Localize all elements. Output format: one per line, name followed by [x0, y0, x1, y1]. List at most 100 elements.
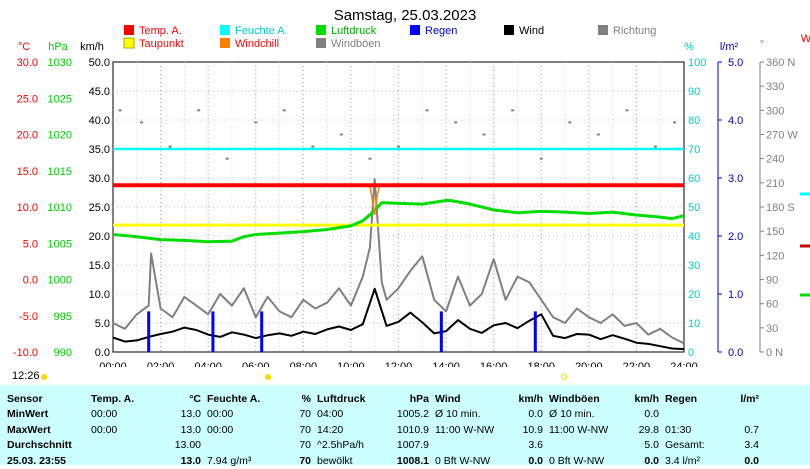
header-cell: Wind — [435, 392, 461, 405]
table-cell: 3.4 l/m² — [665, 454, 701, 467]
legend-swatch — [598, 25, 608, 35]
tick-label-pressure: 1015 — [48, 166, 72, 178]
tick-label-temp: 0.0 — [23, 275, 38, 287]
direction-point — [454, 121, 458, 124]
table-header-row: Sensor Temp. A. °C Feuchte A. % Luftdruc… — [4, 391, 762, 407]
tick-label-direction: 60 — [766, 299, 778, 311]
table-cell: 10.9 — [522, 423, 543, 436]
chart-title: Samstag, 25.03.2023 — [334, 7, 477, 24]
header-cell: Sensor — [7, 392, 43, 405]
tick-label-humidity: 10 — [688, 318, 700, 330]
series-windchill — [369, 185, 381, 216]
table-cell: 7.94 g/m³ — [207, 454, 252, 467]
axis-unit-direction: ° — [760, 39, 764, 51]
legend-swatch — [220, 25, 230, 35]
tick-label-wind: 25.0 — [89, 202, 110, 214]
legend-swatch — [220, 38, 230, 48]
table-cell — [88, 438, 158, 454]
legend-label: Richtung — [613, 25, 656, 37]
tick-label-temp: 10.0 — [17, 202, 38, 214]
table-cell: 0.0 — [528, 454, 543, 467]
direction-point — [482, 133, 486, 136]
table-cell: 0.0 — [644, 454, 659, 467]
table-cell: 3.4 — [744, 439, 759, 452]
table-cell: 3.6 — [528, 439, 543, 452]
table-cell — [662, 407, 718, 423]
direction-point — [568, 121, 572, 124]
legend-label: Luftdruck — [331, 25, 377, 37]
table-cell: 0.0 — [528, 408, 543, 421]
table-cell: bewölkt — [317, 454, 353, 467]
direction-point — [397, 145, 400, 148]
table-cell: 0 Bft W-NW — [435, 454, 491, 467]
tick-label-temp: -5.0 — [19, 311, 38, 323]
direction-point — [118, 109, 122, 112]
rain-bar — [439, 311, 443, 352]
table-cell: 14:20 — [317, 423, 344, 436]
direction-point — [511, 109, 515, 112]
tick-label-rain: 1.0 — [728, 289, 743, 301]
axis-unit-pressure: hPa — [48, 41, 68, 53]
table-cell: 1008.1 — [396, 454, 429, 467]
series-gusts — [112, 178, 685, 345]
axis-unit-humidity: % — [684, 41, 694, 53]
tick-label-temp: 15.0 — [17, 166, 38, 178]
tick-label-wind: 35.0 — [89, 144, 110, 156]
axis-unit-rain: l/m² — [720, 41, 739, 53]
table-cell: 11:00 W-NW — [435, 423, 495, 436]
table-cell: 0.0 — [644, 408, 659, 421]
tick-label-pressure: 1025 — [48, 93, 72, 105]
legend-label: Taupunkt — [139, 38, 184, 50]
direction-point — [425, 109, 429, 112]
tick-label-wind: 15.0 — [89, 260, 110, 272]
row-label: MaxWert — [7, 423, 51, 436]
tick-label-pressure: 1005 — [48, 238, 72, 250]
tick-label-humidity: 30 — [688, 260, 700, 272]
tick-label-humidity: 40 — [688, 231, 700, 243]
tick-label-pressure: 1010 — [48, 202, 72, 214]
grid — [112, 61, 685, 353]
series-pressure — [112, 199, 685, 244]
legend-label: Temp. A. — [139, 25, 182, 37]
header-cell: Luftdruck — [317, 392, 366, 405]
table-cell — [546, 438, 620, 454]
direction-point — [168, 145, 172, 148]
direction-point — [672, 121, 676, 124]
legend-swatch — [124, 25, 134, 35]
legend-swatch — [316, 38, 326, 48]
direction-point — [225, 157, 229, 160]
table-cell: 1010.9 — [396, 423, 429, 436]
tick-label-wind: 50.0 — [89, 57, 110, 69]
header-cell: km/h — [518, 392, 543, 405]
rain-bar — [211, 311, 215, 352]
tick-label-humidity: 20 — [688, 289, 700, 301]
header-cell: Feuchte A. — [207, 392, 261, 405]
rain-bar — [147, 311, 151, 352]
table-row: MinWert 00:00 13.0 00:00 70 04:00 1005.2… — [4, 407, 762, 423]
axis-unit-wind: km/h — [80, 41, 104, 53]
tick-label-direction: 210 — [766, 178, 784, 190]
tick-label-direction: 120 — [766, 250, 784, 262]
table-cell: Ø 10 min. — [549, 408, 595, 421]
table-cell: 70 — [299, 423, 311, 436]
tick-label-pressure: 1020 — [48, 130, 72, 142]
tick-label-wind: 10.0 — [89, 289, 110, 301]
header-cell: % — [301, 392, 311, 405]
table-cell: 11:00 W-NW — [549, 423, 609, 436]
table-cell: Gesamt: — [665, 439, 705, 452]
row-label: Durchschnitt — [7, 439, 72, 452]
tick-label-temp: 5.0 — [23, 238, 38, 250]
header-cell: km/h — [634, 392, 659, 405]
axis-labels: °C hPa km/h% l/m² ° W — [18, 33, 810, 53]
table-cell: 0 Bft W-NW — [549, 454, 605, 467]
direction-point — [596, 133, 600, 136]
tick-label-rain: 5.0 — [728, 57, 743, 69]
plot-area — [112, 109, 685, 352]
axis-unit-extra: W — [801, 33, 810, 45]
tick-label-rain: 2.0 — [728, 231, 743, 243]
legend-label: Feuchte A. — [235, 25, 288, 37]
tick-label-temp: 30.0 — [17, 57, 38, 69]
table-cell: 13.0 — [180, 423, 201, 436]
moon-icon — [561, 374, 567, 380]
tick-label-direction: 330 — [766, 81, 784, 93]
